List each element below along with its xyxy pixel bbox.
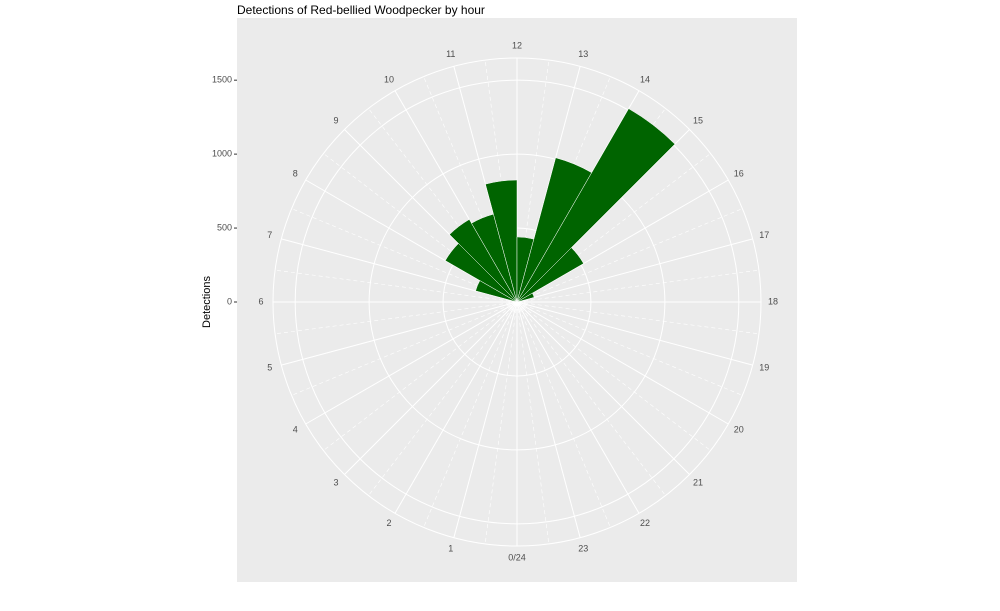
x-tick-label: 1 [448, 544, 453, 554]
grid-spoke-minor [516, 301, 743, 396]
grid-spoke-minor [516, 301, 666, 496]
grid-spoke-minor [516, 301, 550, 544]
grid-spoke-minor [275, 301, 518, 335]
grid-spoke-minor [516, 269, 759, 303]
grid-spoke-minor [516, 153, 711, 303]
chart-title: Detections of Red-bellied Woodpecker by … [237, 3, 485, 17]
x-tick-label: 21 [693, 477, 703, 487]
y-tick-label: 1500 [212, 75, 232, 85]
grid-spoke-minor [291, 208, 518, 303]
grid-spoke-minor [423, 76, 518, 303]
x-tick-label: 16 [734, 168, 744, 178]
grid-spoke [394, 301, 518, 514]
grid-spoke [516, 238, 753, 303]
grid-spoke [281, 301, 518, 366]
x-tick-label: 13 [578, 49, 588, 59]
x-tick-label: 2 [386, 518, 391, 528]
x-tick-label: 3 [333, 477, 338, 487]
grid-spoke-minor [323, 301, 518, 451]
bar [516, 292, 535, 303]
x-tick-label: 9 [333, 115, 338, 125]
y-tick-label: 500 [217, 222, 232, 232]
grid-spoke [516, 301, 690, 475]
grid-spoke [516, 301, 640, 514]
x-tick-label: 17 [759, 230, 769, 240]
grid-spoke-minor [423, 301, 518, 528]
grid-spoke-minor [516, 208, 743, 303]
bar [485, 179, 518, 303]
grid-spoke [516, 301, 753, 366]
x-tick-label: 8 [293, 168, 298, 178]
x-tick-label: 7 [267, 230, 272, 240]
x-tick-label: 15 [693, 115, 703, 125]
grid-spoke-minor [484, 301, 518, 544]
x-tick-label: 14 [640, 75, 650, 85]
grid-spoke-minor [516, 301, 711, 451]
grid-spoke-minor [368, 108, 518, 303]
grid-spoke-minor [516, 60, 550, 303]
x-tick-label: 11 [446, 49, 455, 59]
x-tick-label: 0/24 [508, 552, 526, 562]
x-tick-label: 22 [640, 518, 650, 528]
y-tick-label: 0 [227, 296, 232, 306]
x-tick-label: 19 [759, 363, 769, 373]
x-tick-label: 5 [267, 363, 272, 373]
grid-spoke-minor [368, 301, 518, 496]
x-tick-label: 20 [734, 424, 744, 434]
x-tick-label: 18 [768, 296, 778, 306]
grid-spoke [453, 301, 518, 538]
grid-spoke [516, 301, 729, 425]
x-tick-label: 23 [578, 544, 588, 554]
grid-spoke-minor [516, 301, 759, 335]
x-tick-label: 6 [258, 296, 263, 306]
x-tick-label: 4 [293, 424, 298, 434]
bar [449, 219, 518, 303]
x-tick-label: 12 [512, 40, 522, 50]
y-axis-label: Detections [201, 276, 213, 328]
bar [516, 247, 584, 303]
grid-spoke-minor [275, 269, 518, 303]
grid-spoke [516, 301, 581, 538]
x-tick-label: 10 [384, 75, 394, 85]
grid-spoke [344, 301, 518, 475]
grid-spoke-minor [516, 301, 611, 528]
grid-spoke [305, 301, 518, 425]
grid-spoke-minor [323, 153, 518, 303]
bar [516, 108, 676, 303]
y-tick-label: 1000 [212, 148, 232, 158]
grid-spoke-minor [291, 301, 518, 396]
